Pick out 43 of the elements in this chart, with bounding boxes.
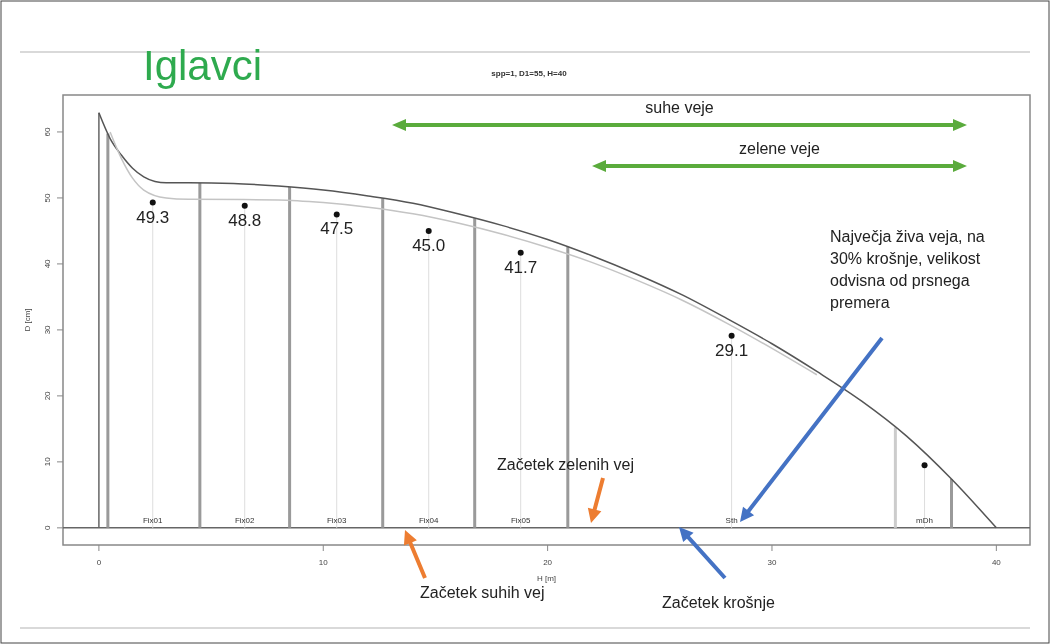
annotation: suhe veje — [645, 99, 714, 116]
annotation: Fix03 — [326, 515, 348, 525]
x-axis-title: H [m] — [536, 574, 557, 583]
y-tick-label: 60 — [43, 126, 52, 137]
annotation: Fix05 — [510, 515, 532, 525]
point — [517, 249, 524, 256]
chart-subtitle: spp=1, D1=55, H=40 — [491, 69, 568, 78]
y-tick-label: 30 — [43, 324, 52, 335]
chart-title: Iglavci — [143, 42, 263, 89]
data-label: 45.0 — [412, 235, 446, 255]
x-tick-label: 30 — [767, 558, 777, 567]
x-tick-label: 0 — [96, 558, 102, 567]
data-label: 41.7 — [504, 257, 538, 277]
annotation: Fix04 — [418, 515, 440, 525]
y-tick-label: 10 — [43, 456, 52, 467]
annotation: Sth — [725, 515, 738, 525]
annotation: Fix01 — [142, 515, 164, 525]
annotation: mDh — [916, 515, 933, 525]
point — [425, 227, 432, 234]
annotation: zelene veje — [739, 140, 821, 157]
y-tick-label: 40 — [43, 258, 52, 269]
x-tick-label: 20 — [543, 558, 553, 567]
y-tick-label: 20 — [43, 390, 52, 401]
data-label: 49.3 — [136, 207, 170, 227]
y-tick-label: 0 — [43, 525, 52, 531]
point — [921, 462, 928, 469]
annotation: Začetek zelenih vej — [497, 456, 634, 473]
data-label: 29.1 — [715, 340, 749, 360]
x-tick-label: 40 — [991, 558, 1002, 567]
point — [728, 332, 735, 339]
data-label: 48.8 — [228, 210, 262, 230]
annotation: Fix02 — [234, 515, 256, 525]
data-label: 47.5 — [320, 219, 354, 239]
y-tick-label: 50 — [43, 192, 52, 203]
annotation: Največja živa veja, na 30% krošnje, velikost odvisna od prsnega premera — [830, 228, 985, 311]
point — [241, 202, 248, 209]
x-tick-label: 10 — [318, 558, 329, 567]
line-series — [109, 131, 818, 376]
point — [149, 199, 156, 206]
y-axis-title: D [cm] — [23, 308, 32, 332]
point — [333, 211, 340, 218]
text: Začetek suhih vej — [420, 584, 545, 601]
text: Začetek krošnje — [662, 594, 776, 611]
